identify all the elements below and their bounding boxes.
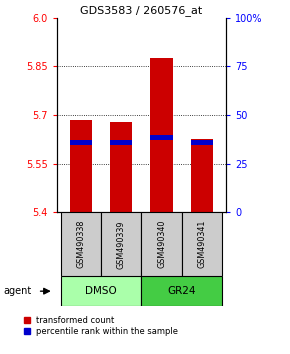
Bar [151,58,173,212]
Bar [151,136,173,140]
Bar [61,276,142,306]
Text: GSM490338: GSM490338 [76,220,85,268]
Bar [110,121,132,212]
Bar [191,139,213,212]
Text: agent: agent [3,286,31,296]
Bar [70,140,92,144]
Bar [101,212,142,276]
Text: DMSO: DMSO [85,286,117,296]
Text: GSM490340: GSM490340 [157,220,166,268]
Text: GSM490339: GSM490339 [117,220,126,269]
Bar [191,140,213,144]
Bar [182,212,222,276]
Text: GSM490341: GSM490341 [197,220,206,268]
Legend: transformed count, percentile rank within the sample: transformed count, percentile rank withi… [24,316,178,336]
Title: GDS3583 / 260576_at: GDS3583 / 260576_at [80,6,202,16]
Bar [70,120,92,212]
Bar [110,140,132,144]
Text: GR24: GR24 [168,286,196,296]
Bar [61,212,101,276]
Bar [142,276,222,306]
Bar [142,212,182,276]
